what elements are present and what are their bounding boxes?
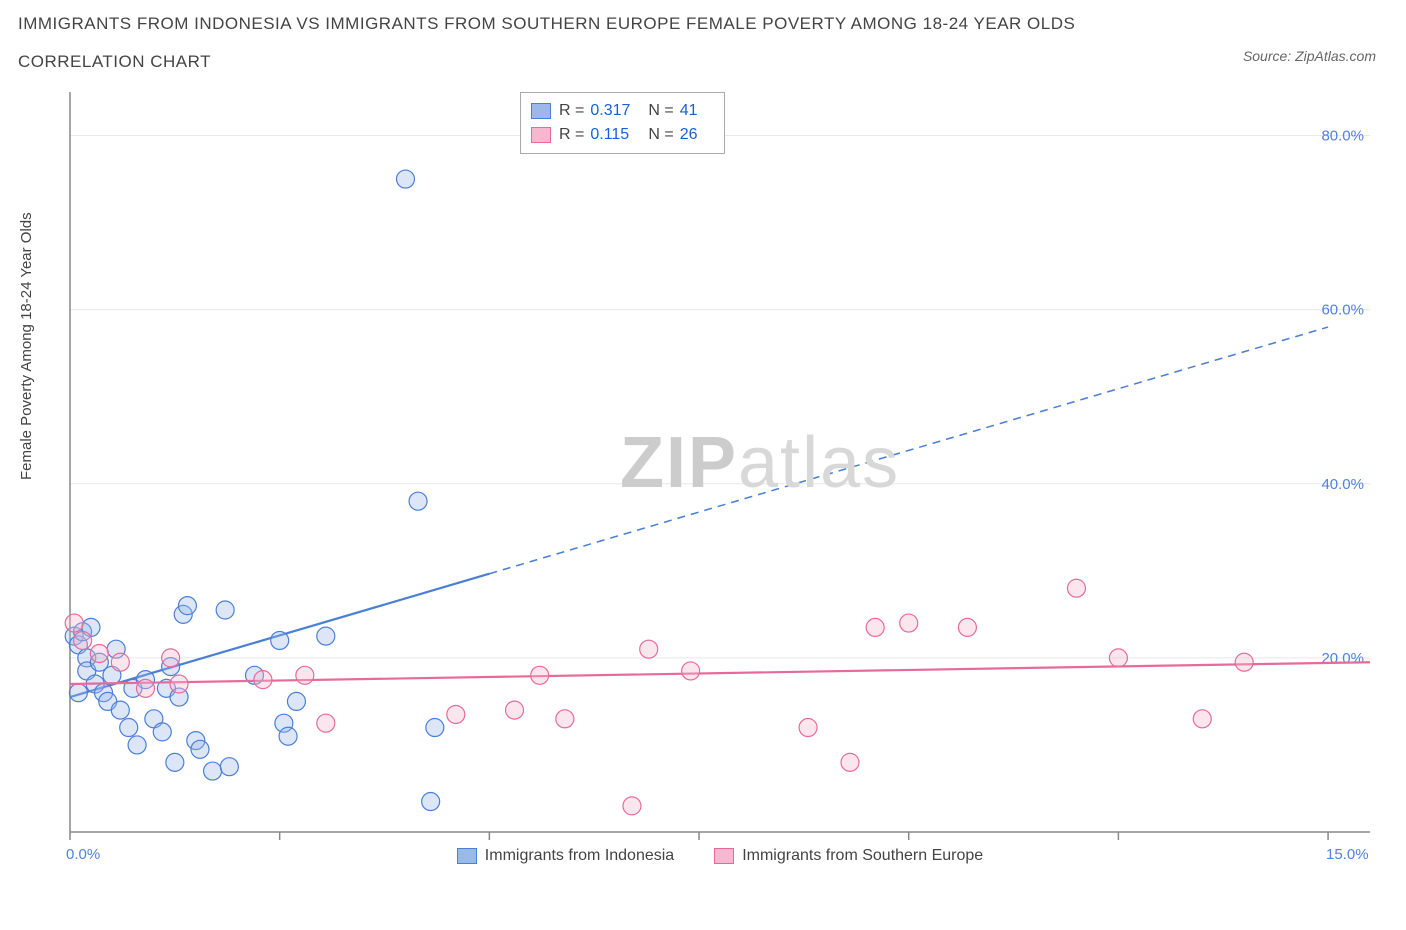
legend-swatch [714,848,734,864]
svg-text:40.0%: 40.0% [1321,476,1364,493]
stat-r-label: R = [559,102,584,120]
correlation-stats-box: R = 0.317 N = 41 R = 0.115 N = 26 [520,92,725,154]
stat-n-value: 41 [680,102,710,120]
series-legend: Immigrants from Indonesia Immigrants from… [60,847,1380,865]
svg-text:60.0%: 60.0% [1321,302,1364,319]
stat-r-value: 0.317 [590,102,640,120]
stat-r-label: R = [559,126,584,144]
legend-swatch [457,848,477,864]
scatter-chart-svg: 20.0% 40.0% 60.0% 80.0% [60,92,1380,872]
source-prefix: Source: [1243,48,1295,64]
legend-label: Immigrants from Southern Europe [742,847,983,865]
svg-text:20.0%: 20.0% [1321,650,1364,667]
page-title-line1: IMMIGRANTS FROM INDONESIA VS IMMIGRANTS … [0,0,1406,34]
series-swatch [531,103,551,119]
x-axis-min-label: 0.0% [66,846,100,863]
legend-label: Immigrants from Indonesia [485,847,674,865]
y-axis-label: Female Poverty Among 18-24 Year Olds [18,212,35,480]
chart-area: 20.0%40.0%60.0%80.0% ZIPatlas R =0.317N … [60,92,1380,872]
stats-row: R = 0.317 N = 41 [531,99,710,123]
svg-text:80.0%: 80.0% [1321,128,1364,145]
legend-item: Immigrants from Southern Europe [714,847,983,865]
stat-n-label: N = [648,102,673,120]
stats-row: R = 0.115 N = 26 [531,123,710,147]
series-swatch [531,127,551,143]
source-attribution: Source: ZipAtlas.com [1243,48,1376,64]
page-title-line2: CORRELATION CHART [0,34,1406,72]
stat-n-label: N = [648,126,673,144]
source-link[interactable]: ZipAtlas.com [1295,48,1376,64]
x-axis-max-label: 15.0% [1326,846,1369,863]
stat-n-value: 26 [680,126,710,144]
stat-r-value: 0.115 [590,126,640,144]
legend-item: Immigrants from Indonesia [457,847,674,865]
